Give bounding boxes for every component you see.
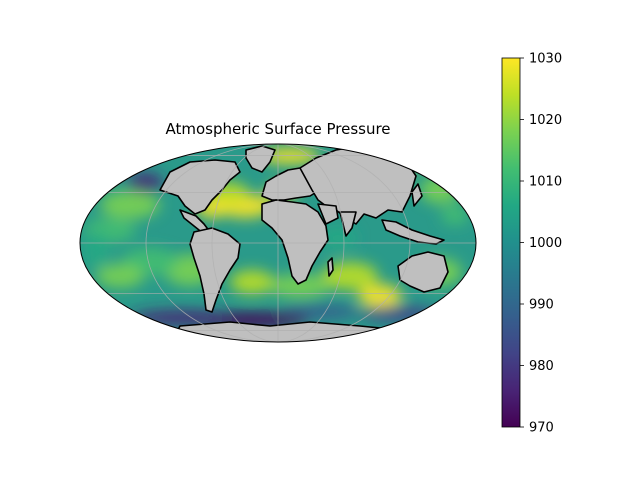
south-america xyxy=(189,227,241,313)
pressure-anomaly xyxy=(441,205,469,225)
pressure-anomaly xyxy=(358,284,402,308)
pressure-anomaly xyxy=(100,191,160,219)
colorbar: 970 980 990 1000 1010 1020 1030 xyxy=(501,52,562,436)
pressure-anomaly xyxy=(96,264,144,288)
arabia xyxy=(317,203,339,225)
colorbar-bar xyxy=(501,57,521,428)
map-title: Atmospheric Surface Pressure xyxy=(165,120,391,138)
colorbar-tick-label: 1020 xyxy=(529,113,562,128)
colorbar-ticks: 970 980 990 1000 1010 1020 1030 xyxy=(520,52,562,436)
pressure-anomaly xyxy=(82,232,110,268)
pressure-anomaly xyxy=(322,262,378,290)
meridian-line xyxy=(145,144,411,342)
graticule xyxy=(80,144,476,342)
north-america xyxy=(159,159,241,215)
southeast-asia xyxy=(381,219,445,245)
colorbar-tick-label: 1000 xyxy=(529,236,562,251)
pressure-anomaly xyxy=(127,173,163,193)
colorbar-tick-label: 1030 xyxy=(529,52,562,67)
colorbar-tick-label: 970 xyxy=(529,421,554,436)
colorbar-tick-label: 980 xyxy=(529,359,554,374)
australia xyxy=(397,251,449,293)
africa xyxy=(261,199,329,285)
pressure-anomaly xyxy=(360,306,440,322)
pressure-anomaly xyxy=(270,274,330,298)
pressure-anomaly xyxy=(420,176,460,204)
new-zealand xyxy=(449,289,459,303)
pressure-anomaly xyxy=(230,270,274,294)
globe-outline xyxy=(79,143,477,343)
pressure-anomaly xyxy=(89,160,121,180)
greenland xyxy=(245,145,276,173)
colorbar-tick-label: 1010 xyxy=(529,175,562,190)
colorbar-tick-label: 990 xyxy=(529,298,554,313)
meridian-line xyxy=(211,144,345,342)
japan xyxy=(411,183,423,207)
madagascar xyxy=(327,257,334,277)
india xyxy=(339,211,357,237)
